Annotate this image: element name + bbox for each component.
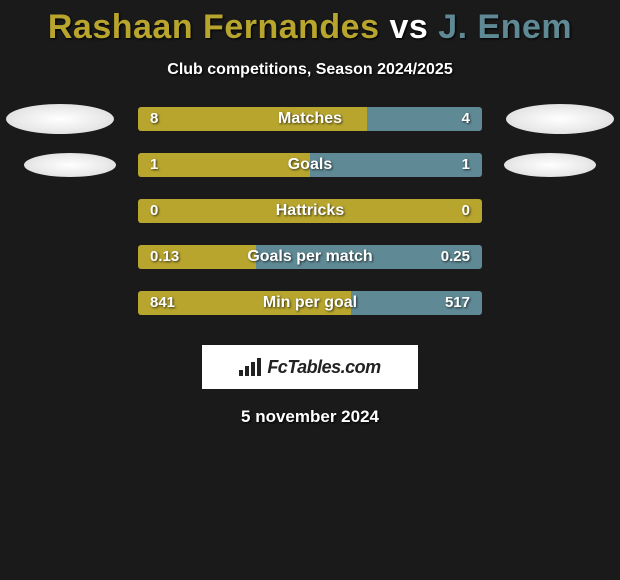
player1-value: 0.13 xyxy=(150,245,179,269)
player2-name: J. Enem xyxy=(438,8,572,46)
player2-value: 517 xyxy=(445,291,470,315)
page-title: Rashaan Fernandes vs J. Enem xyxy=(0,8,620,47)
subtitle: Club competitions, Season 2024/2025 xyxy=(0,61,620,79)
player2-token xyxy=(506,104,614,134)
player1-token xyxy=(24,153,116,177)
player2-token xyxy=(504,153,596,177)
player2-value: 1 xyxy=(462,153,470,177)
branding-text: FcTables.com xyxy=(267,357,380,378)
stats-list: 84Matches11Goals00Hattricks0.130.25Goals… xyxy=(0,107,620,337)
player1-value: 8 xyxy=(150,107,158,131)
stat-row: 00Hattricks xyxy=(0,199,620,245)
stat-bar xyxy=(138,199,482,223)
stat-row: 0.130.25Goals per match xyxy=(0,245,620,291)
player1-value: 841 xyxy=(150,291,175,315)
player2-bar xyxy=(310,153,482,177)
stat-bar xyxy=(138,291,482,315)
player2-value: 4 xyxy=(462,107,470,131)
stat-row: 841517Min per goal xyxy=(0,291,620,337)
player2-value: 0.25 xyxy=(441,245,470,269)
player1-token xyxy=(6,104,114,134)
date-text: 5 november 2024 xyxy=(0,407,620,427)
player1-bar xyxy=(138,153,310,177)
comparison-card: Rashaan Fernandes vs J. Enem Club compet… xyxy=(0,0,620,427)
player2-value: 0 xyxy=(462,199,470,223)
player1-value: 1 xyxy=(150,153,158,177)
stat-row: 11Goals xyxy=(0,153,620,199)
player1-name: Rashaan Fernandes xyxy=(48,8,380,46)
stat-bar xyxy=(138,107,482,131)
stat-row: 84Matches xyxy=(0,107,620,153)
stat-bar xyxy=(138,245,482,269)
player1-bar xyxy=(138,107,367,131)
player1-bar xyxy=(138,199,482,223)
player1-value: 0 xyxy=(150,199,158,223)
chart-icon xyxy=(239,358,261,376)
stat-bar xyxy=(138,153,482,177)
branding-badge: FcTables.com xyxy=(202,345,418,389)
vs-separator: vs xyxy=(380,8,439,46)
